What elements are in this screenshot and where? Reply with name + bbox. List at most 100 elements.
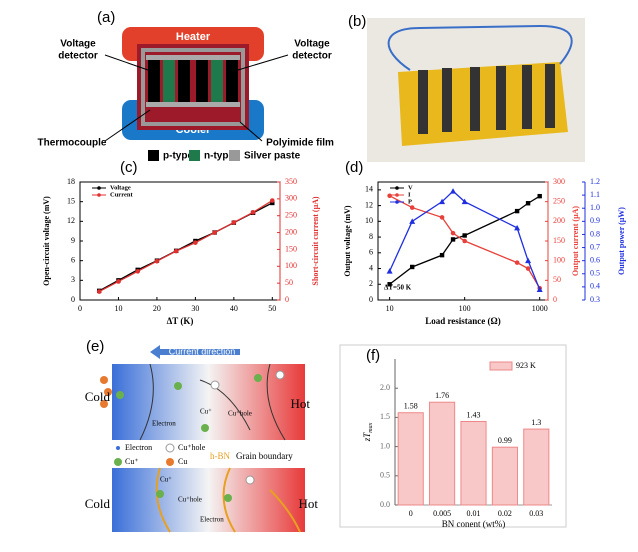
point bbox=[386, 268, 393, 274]
cu-plus: Cu⁺ bbox=[160, 476, 172, 484]
x-tick-label: 20 bbox=[153, 304, 161, 313]
hot-label: Hot bbox=[291, 396, 311, 411]
y-tick-label: 0.0 bbox=[380, 500, 390, 509]
cu-ion bbox=[254, 374, 262, 382]
bar bbox=[429, 401, 456, 506]
x-tick-label: 10 bbox=[386, 304, 394, 313]
y-tick-label: 0.9 bbox=[590, 216, 600, 225]
y-tick-label: 0 bbox=[285, 295, 289, 304]
x-axis-label: ΔT (K) bbox=[167, 316, 194, 326]
legend-label: Current bbox=[110, 191, 133, 198]
point bbox=[450, 237, 456, 242]
legend-swatch bbox=[189, 150, 200, 161]
legend-swatch bbox=[229, 150, 240, 161]
legend-marker bbox=[97, 193, 101, 197]
film-label: Polyimide film bbox=[266, 138, 334, 149]
y-axis-label-sub: max bbox=[368, 422, 374, 432]
detector-label: detector bbox=[292, 51, 332, 62]
pointer bbox=[239, 121, 263, 142]
x-tick-label: 30 bbox=[191, 304, 199, 313]
x-tick-label: 100 bbox=[459, 304, 471, 313]
point bbox=[116, 279, 121, 284]
y-tick-label: 2.0 bbox=[380, 383, 390, 392]
point bbox=[439, 252, 445, 258]
leg bbox=[226, 58, 238, 104]
y-axis-label: Output current (μA) bbox=[571, 206, 580, 276]
y-tick-label: 1.5 bbox=[380, 412, 390, 421]
point bbox=[439, 198, 446, 205]
y-tick-label: 200 bbox=[285, 227, 297, 236]
cu bbox=[104, 388, 112, 396]
hole bbox=[245, 475, 255, 485]
hole bbox=[210, 380, 220, 390]
bar bbox=[491, 446, 518, 506]
y-tick-label: 100 bbox=[553, 255, 565, 264]
legend-swatch bbox=[489, 361, 513, 371]
point bbox=[270, 198, 275, 203]
point bbox=[135, 269, 140, 274]
y-tick-label: 3 bbox=[71, 275, 75, 284]
y-tick-label: 350 bbox=[285, 177, 297, 186]
y-tick-label: 0.5 bbox=[590, 269, 600, 278]
point bbox=[514, 208, 520, 214]
hbn-label: h-BN bbox=[210, 451, 231, 461]
y-tick-label: 0.5 bbox=[380, 471, 390, 480]
point bbox=[154, 258, 160, 264]
y-tick-label: 250 bbox=[553, 196, 565, 205]
legend-marker bbox=[395, 193, 399, 197]
cu bbox=[100, 400, 108, 408]
panel-label: (d) bbox=[345, 159, 363, 176]
x-tick-label: 0.01 bbox=[467, 509, 481, 518]
y-tick-label: 1.0 bbox=[590, 203, 600, 212]
cu-ion bbox=[201, 424, 209, 432]
leg bbox=[178, 58, 190, 104]
silver-paste bbox=[146, 102, 240, 107]
y-tick-label: 300 bbox=[553, 177, 565, 186]
cu-ion bbox=[174, 382, 182, 390]
y-tick-label: 250 bbox=[285, 211, 297, 220]
y-tick-label: 9 bbox=[71, 236, 75, 245]
y-tick-label: 1.1 bbox=[590, 190, 600, 199]
point bbox=[439, 215, 445, 220]
point bbox=[525, 201, 531, 206]
panel-label: (a) bbox=[97, 9, 115, 26]
point bbox=[193, 240, 198, 245]
plot-frame bbox=[79, 181, 281, 301]
detector-label: Voltage bbox=[294, 39, 330, 50]
x-tick-label: 0 bbox=[409, 509, 413, 518]
legend-marker bbox=[97, 186, 101, 190]
cu-plus: Cu⁺ bbox=[200, 408, 212, 416]
cu bbox=[100, 376, 108, 384]
x-tick-label: 0 bbox=[78, 304, 82, 313]
bar bbox=[523, 428, 550, 506]
y-tick-label: 6 bbox=[369, 248, 373, 257]
y-tick-label: 4 bbox=[369, 263, 373, 272]
legend-label: 923 K bbox=[516, 361, 536, 370]
y-tick-label: 10 bbox=[365, 216, 373, 225]
hot-label: Hot bbox=[299, 496, 319, 511]
leg bbox=[163, 58, 175, 104]
frame bbox=[141, 48, 245, 126]
point bbox=[173, 248, 179, 254]
legend-swatch bbox=[116, 446, 120, 450]
wire bbox=[387, 24, 573, 71]
bar bbox=[397, 412, 424, 506]
point bbox=[250, 210, 256, 215]
hole-label: Cu⁺hole bbox=[178, 496, 202, 504]
y-axis-label: Output voltage (mV) bbox=[343, 205, 352, 276]
x-tick-label: 1000 bbox=[532, 304, 548, 313]
y-tick-label: 2 bbox=[369, 279, 373, 288]
detector-label: Voltage bbox=[60, 39, 96, 50]
legend-swatch bbox=[114, 458, 122, 466]
y-tick-label: 150 bbox=[553, 236, 565, 245]
leg-strip bbox=[545, 64, 555, 128]
leg-strip bbox=[496, 66, 506, 130]
legend-label: Cu⁺ bbox=[125, 457, 139, 466]
point bbox=[270, 200, 275, 206]
point bbox=[409, 218, 416, 224]
arrow bbox=[150, 345, 240, 359]
legend-label: V bbox=[408, 184, 413, 191]
hole bbox=[275, 370, 285, 380]
point bbox=[450, 188, 457, 194]
point bbox=[514, 260, 520, 265]
